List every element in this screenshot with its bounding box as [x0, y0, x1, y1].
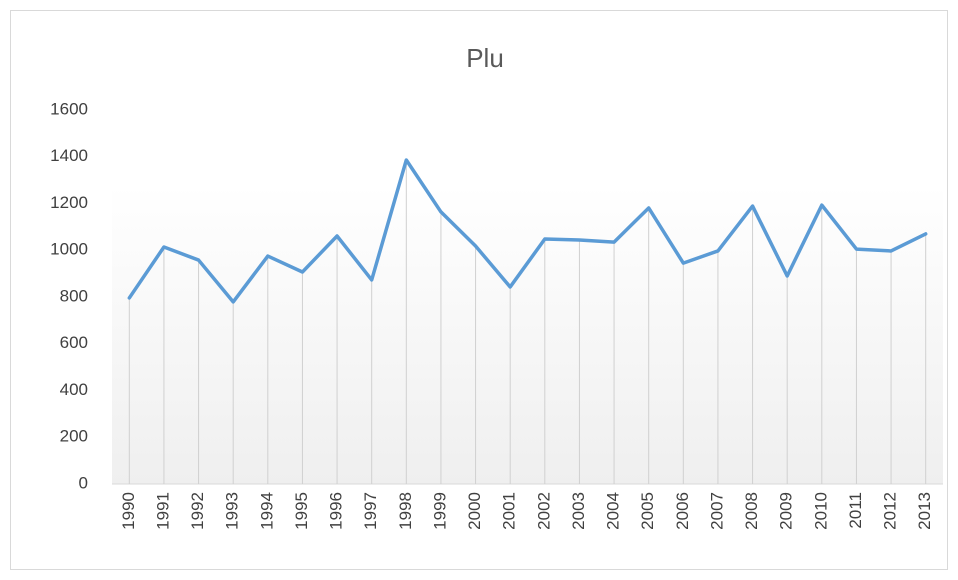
x-tick-label: 2000: [465, 492, 484, 530]
chart-title: Plu: [466, 43, 504, 73]
x-tick-label: 2005: [638, 492, 657, 530]
x-tick-label: 2011: [846, 492, 865, 529]
x-tick-label: 1997: [361, 492, 380, 530]
y-tick-label: 1600: [50, 99, 88, 118]
y-tick-label: 1000: [50, 240, 88, 259]
x-tick-label: 1994: [257, 492, 276, 530]
x-tick-label: 2013: [915, 492, 934, 530]
x-tick-label: 2006: [673, 492, 692, 530]
y-tick-label: 0: [79, 473, 88, 492]
x-tick-label: 2001: [500, 492, 519, 530]
x-tick-label: 2012: [881, 492, 900, 530]
x-tick-label: 1999: [430, 492, 449, 530]
x-tick-label: 1992: [188, 492, 207, 530]
x-tick-label: 1993: [223, 492, 242, 530]
x-tick-label: 2004: [604, 492, 623, 530]
x-tick-label: 2007: [707, 492, 726, 530]
x-tick-label: 1990: [119, 492, 138, 530]
y-tick-label: 1400: [50, 146, 88, 165]
x-tick-label: 2008: [742, 492, 761, 530]
plot-area: [112, 110, 943, 484]
y-tick-label: 400: [60, 380, 88, 399]
y-tick-label: 800: [60, 286, 88, 305]
x-tick-label: 1991: [153, 492, 172, 530]
data-line: [127, 158, 928, 304]
y-tick-label: 600: [60, 333, 88, 352]
x-tick-label: 1998: [396, 492, 415, 530]
x-tick-label: 2009: [777, 492, 796, 530]
x-tick-label: 2003: [569, 492, 588, 530]
x-tick-label: 1995: [292, 492, 311, 530]
y-tick-label: 200: [60, 427, 88, 446]
x-tick-label: 1996: [327, 492, 346, 530]
y-tick-label: 1200: [50, 193, 88, 212]
x-tick-label: 2002: [534, 492, 553, 530]
x-tick-label: 2010: [811, 492, 830, 530]
